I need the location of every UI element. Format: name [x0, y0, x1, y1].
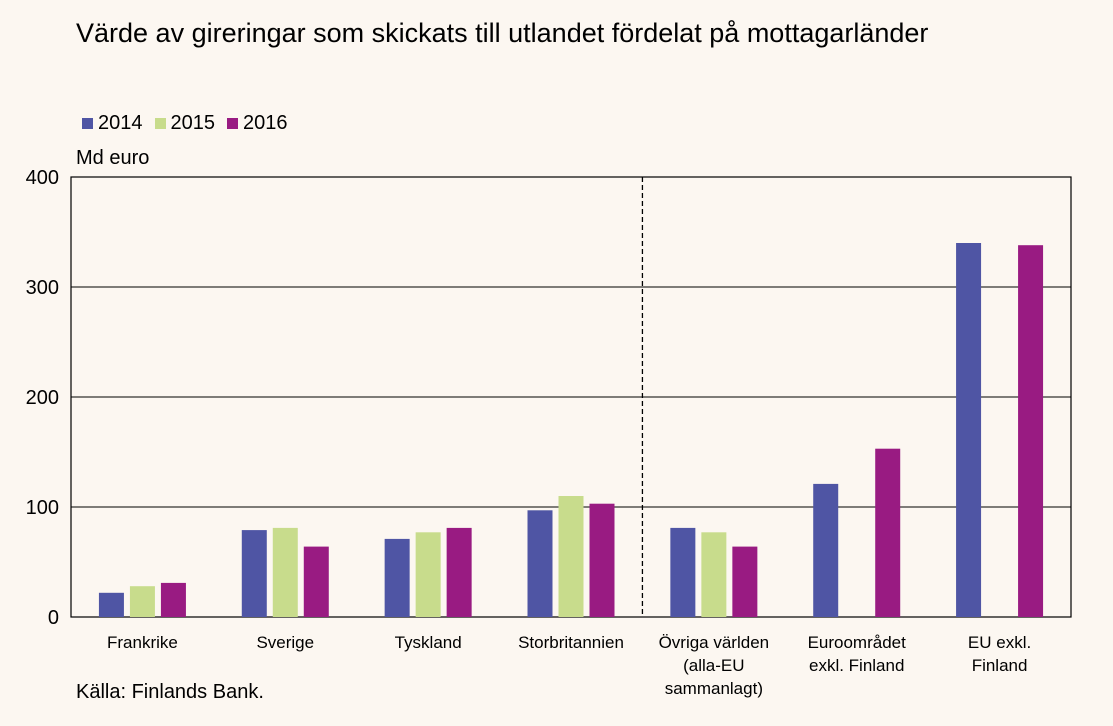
bar-2014-cat-4 — [670, 527, 696, 617]
legend-label-2016: 2016 — [243, 112, 288, 134]
legend-item-2014: 2014 — [82, 112, 143, 135]
legend-swatch-2015 — [154, 118, 166, 129]
y-axis-unit-label: Md euro — [76, 147, 150, 169]
bar-2016-cat-1 — [303, 546, 329, 617]
bar-2014-cat-5 — [813, 483, 839, 617]
x-category-label-6-line-1: Finland — [972, 656, 1028, 675]
legend-swatch-2014 — [82, 118, 93, 129]
bar-2015-cat-0 — [129, 586, 155, 617]
y-tick-label-400: 400 — [26, 167, 59, 189]
bar-2016-cat-6 — [1018, 245, 1044, 617]
chart-title: Värde av gireringar som skickats till ut… — [76, 18, 929, 48]
x-category-label-3-line-0: Storbritannien — [518, 633, 624, 652]
bar-2015-cat-3 — [558, 496, 584, 617]
bar-2016-cat-4 — [732, 546, 758, 617]
x-category-label-1-line-0: Sverige — [256, 633, 314, 652]
legend-label-2014: 2014 — [98, 112, 143, 134]
bar-2015-cat-4 — [701, 532, 727, 617]
legend-swatch-2016 — [227, 118, 238, 129]
x-category-label-5-line-0: Euroområdet — [808, 633, 907, 652]
x-category-label-4-line-0: Övriga världen — [659, 633, 770, 652]
bar-2014-cat-0 — [98, 592, 124, 617]
legend-item-2015: 2015 — [154, 112, 216, 135]
bar-2014-cat-1 — [241, 530, 267, 617]
bar-2016-cat-3 — [589, 503, 615, 617]
legend-label-2015: 2015 — [170, 112, 216, 134]
bar-2016-cat-2 — [446, 527, 472, 617]
x-category-label-0-line-0: Frankrike — [107, 633, 178, 652]
x-category-label-6-line-0: EU exkl. — [968, 633, 1031, 652]
legend-item-2016: 2016 — [227, 112, 288, 135]
x-category-label-5-line-1: exkl. Finland — [809, 656, 904, 675]
y-tick-label-0: 0 — [48, 607, 59, 629]
bar-2014-cat-3 — [527, 510, 553, 617]
y-tick-label-300: 300 — [26, 277, 59, 299]
x-category-label-2-line-0: Tyskland — [395, 633, 462, 652]
bar-2014-cat-6 — [956, 243, 982, 617]
bar-2015-cat-2 — [415, 532, 441, 617]
bar-2016-cat-0 — [160, 582, 186, 617]
bar-2014-cat-2 — [384, 538, 410, 617]
source-note: Källa: Finlands Bank. — [76, 681, 264, 703]
y-tick-label-100: 100 — [26, 497, 59, 519]
x-category-label-4-line-2: sammanlagt) — [665, 679, 763, 698]
bar-2015-cat-1 — [272, 527, 298, 617]
bar-2016-cat-5 — [875, 448, 901, 617]
x-category-label-4-line-1: (alla-EU — [683, 656, 744, 675]
y-tick-label-200: 200 — [26, 387, 59, 409]
legend: 2014 2015 2016 — [82, 112, 300, 135]
